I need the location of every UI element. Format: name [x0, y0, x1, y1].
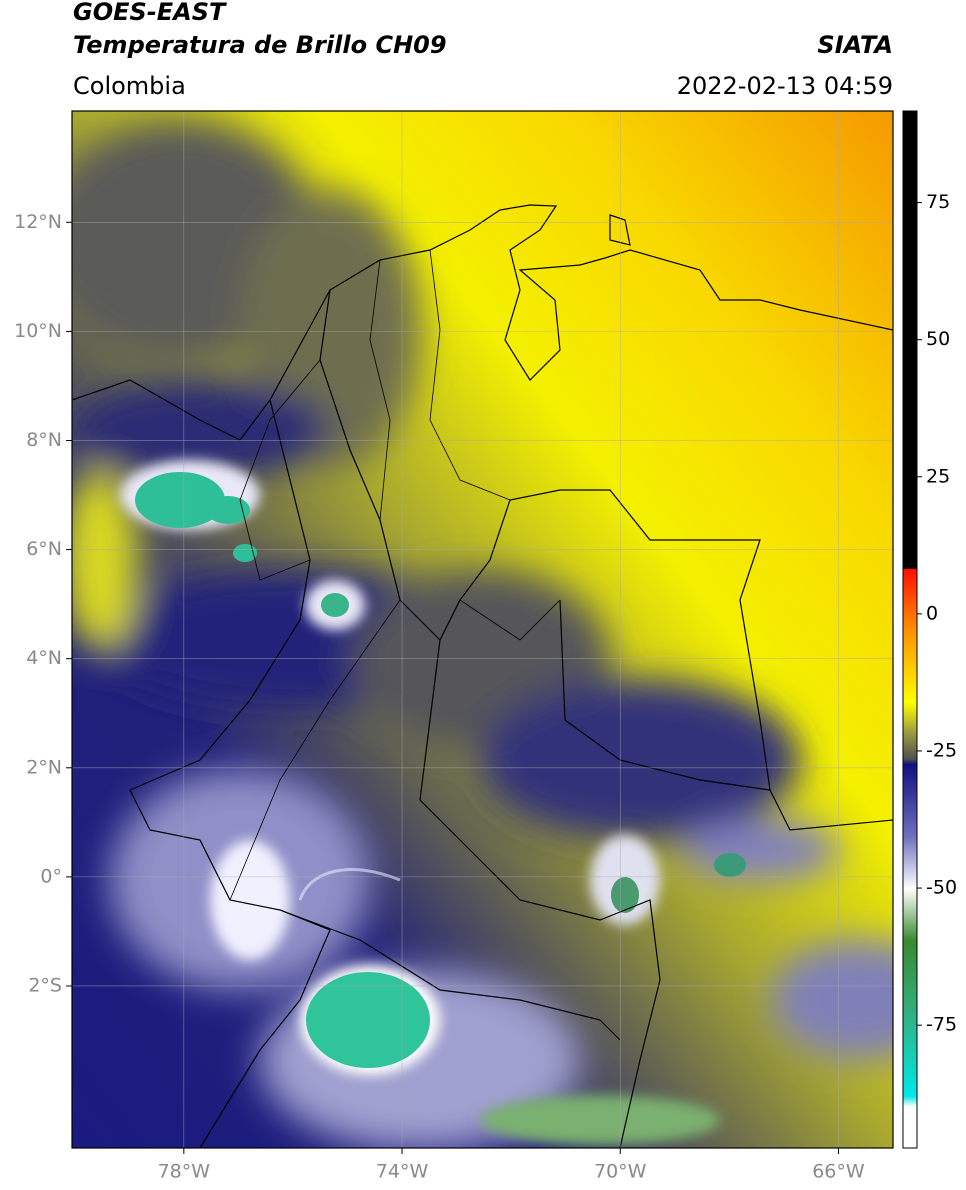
y-tick-label: 12°N	[14, 211, 62, 233]
satellite-image	[72, 111, 893, 1148]
y-tick-label: 0°	[40, 865, 62, 887]
y-tick-label: 6°N	[26, 538, 62, 560]
colorbar-tick-label: -75	[926, 1014, 957, 1036]
title: GOES-EAST	[73, 0, 227, 26]
colorbar-tick-label: 25	[926, 465, 950, 487]
x-tick-label: 74°W	[376, 1161, 429, 1183]
region: Colombia	[73, 72, 186, 100]
grid	[72, 111, 893, 1148]
x-tick-label: 78°W	[158, 1161, 211, 1183]
source: SIATA	[817, 31, 893, 59]
y-tick-label: 2°S	[28, 974, 62, 996]
colorbar-tick-label: 75	[926, 191, 950, 213]
colorbar-tick-label: 50	[926, 328, 950, 350]
colorbar-tick-label: 0	[926, 602, 938, 624]
colorbar-tick-label: -25	[926, 739, 957, 761]
x-tick-label: 66°W	[812, 1161, 865, 1183]
y-tick-label: 2°N	[26, 756, 62, 778]
map-frame	[71, 110, 894, 1149]
y-tick-label: 10°N	[14, 320, 62, 342]
x-tick-label: 70°W	[594, 1161, 647, 1183]
subtitle: Temperatura de Brillo CH09	[73, 31, 447, 59]
datetime: 2022-02-13 04:59	[677, 72, 893, 100]
y-tick-label: 8°N	[26, 429, 62, 451]
colorbar-tick-label: -50	[926, 877, 957, 899]
colorbar	[902, 110, 918, 1149]
y-tick-label: 4°N	[26, 647, 62, 669]
